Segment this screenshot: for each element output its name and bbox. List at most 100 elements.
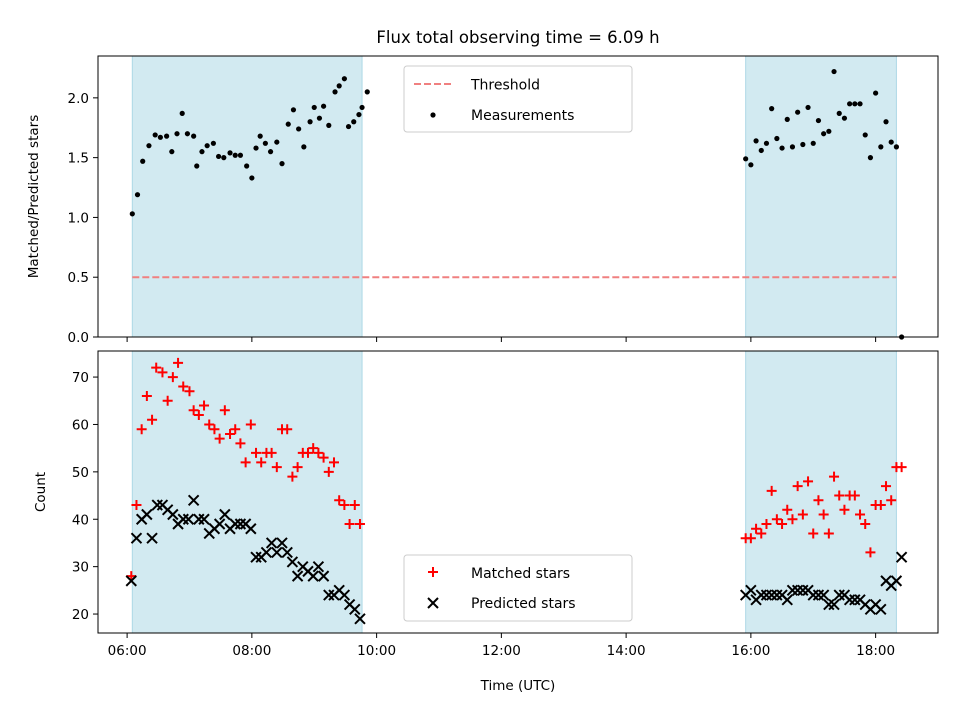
predicted-star-marker <box>745 584 757 597</box>
measurement-point <box>867 155 874 161</box>
measurement-point <box>244 163 250 169</box>
x-tick-label: 12:00 <box>482 643 521 659</box>
measurement-point <box>320 103 327 109</box>
matched-star-marker <box>292 462 303 473</box>
measurement-point <box>316 115 323 121</box>
predicted-star-marker <box>286 556 299 568</box>
predicted-star-marker <box>791 584 804 597</box>
top-legend: Threshold Measurements <box>403 65 633 133</box>
measurement-point <box>191 133 197 139</box>
matched-star-marker <box>193 409 204 420</box>
predicted-star-marker <box>265 537 278 549</box>
predicted-star-marker <box>890 575 903 587</box>
predicted-star-marker <box>234 518 247 530</box>
matched-star-marker <box>303 447 313 458</box>
matched-star-marker <box>860 518 871 529</box>
bottom-shaded-intervals <box>131 351 897 633</box>
x-axis-label: Time (UTC) <box>480 678 556 694</box>
predicted-star-marker <box>130 532 143 544</box>
measurement-point <box>800 141 806 148</box>
matched-star-marker <box>896 462 907 473</box>
measurement-point <box>290 107 297 113</box>
predicted-star-marker <box>323 589 335 601</box>
predicted-star-marker <box>312 560 325 573</box>
measurement-point <box>194 163 200 169</box>
predicted-star-marker <box>833 589 845 601</box>
matched-star-marker <box>141 391 152 402</box>
measurement-point <box>210 140 216 146</box>
predicted-star-marker <box>167 508 179 521</box>
matched-star-marker <box>167 372 178 383</box>
matched-star-marker <box>875 500 886 511</box>
measurement-point <box>129 211 135 217</box>
measurement-point <box>253 145 259 151</box>
legend-matched-swatch <box>428 567 438 577</box>
predicted-star-marker <box>229 518 241 530</box>
predicted-star-marker <box>307 570 319 582</box>
matched-star-marker <box>354 518 365 529</box>
x-tick-label: 16:00 <box>731 643 770 659</box>
y-tick-label: 0.5 <box>68 270 89 286</box>
measurement-point <box>356 111 362 118</box>
matched-star-marker <box>756 528 767 539</box>
measurement-point <box>841 115 848 121</box>
predicted-star-marker <box>817 589 830 601</box>
predicted-star-marker <box>807 589 819 601</box>
matched-star-marker <box>829 471 840 482</box>
top-x-ticks <box>126 337 877 342</box>
top-shaded-intervals <box>131 56 897 337</box>
y-tick-label: 50 <box>72 465 89 481</box>
measurement-point <box>249 175 255 181</box>
measurement-point <box>763 140 770 146</box>
x-tick-label: 06:00 <box>108 643 147 659</box>
matched-star-marker <box>782 504 793 515</box>
matched-star-marker <box>849 490 860 501</box>
y-tick-label: 60 <box>72 417 89 433</box>
y-tick-label: 20 <box>72 607 89 623</box>
matched-star-marker <box>209 424 220 435</box>
matched-star-marker <box>313 447 324 458</box>
y-tick-label: 1.0 <box>68 210 89 226</box>
legend-matched-label: Matched stars <box>471 566 570 582</box>
measurement-point <box>215 153 222 160</box>
y-tick-label: 2.0 <box>68 91 89 107</box>
matched-star-marker <box>235 438 246 449</box>
measurement-point <box>301 144 307 150</box>
measurement-point <box>326 122 332 128</box>
measurement-point <box>888 139 894 145</box>
x-tick-label: 10:00 <box>357 643 396 659</box>
measurement-point <box>862 132 868 138</box>
measurement-point <box>878 144 884 150</box>
measurement-point <box>267 149 274 155</box>
measurement-point <box>262 140 268 146</box>
y-tick-label: 1.5 <box>68 151 89 167</box>
matched-star-marker <box>136 424 147 435</box>
matched-star-marker <box>323 466 334 477</box>
measurement-point <box>199 149 205 155</box>
matched-star-marker <box>344 518 355 529</box>
measurement-point <box>285 121 291 127</box>
measurement-point <box>753 138 759 144</box>
matched-star-marker <box>792 481 803 492</box>
matched-star-marker <box>240 457 251 468</box>
measurement-point <box>179 110 185 116</box>
shaded-interval <box>132 351 363 633</box>
measurement-point <box>364 89 370 95</box>
measurement-point <box>831 68 837 75</box>
legend-predicted-swatch <box>427 597 439 609</box>
predicted-star-marker <box>843 594 856 606</box>
predicted-star-marker <box>177 513 189 525</box>
predicted-star-marker <box>786 584 799 597</box>
matched-star-marker <box>881 481 892 492</box>
y-tick-label: 0.0 <box>68 330 89 346</box>
measurement-point <box>257 133 263 139</box>
measurement-point <box>152 132 158 138</box>
matched-star-marker <box>256 457 267 468</box>
predicted-star-marker <box>193 513 205 525</box>
measurement-point <box>789 144 796 150</box>
measurement-point <box>169 149 175 155</box>
top-y-axis: 0.0 0.5 1.0 1.5 2.0 <box>68 91 98 346</box>
x-tick-label: 14:00 <box>607 643 646 659</box>
matched-star-marker <box>803 476 814 487</box>
